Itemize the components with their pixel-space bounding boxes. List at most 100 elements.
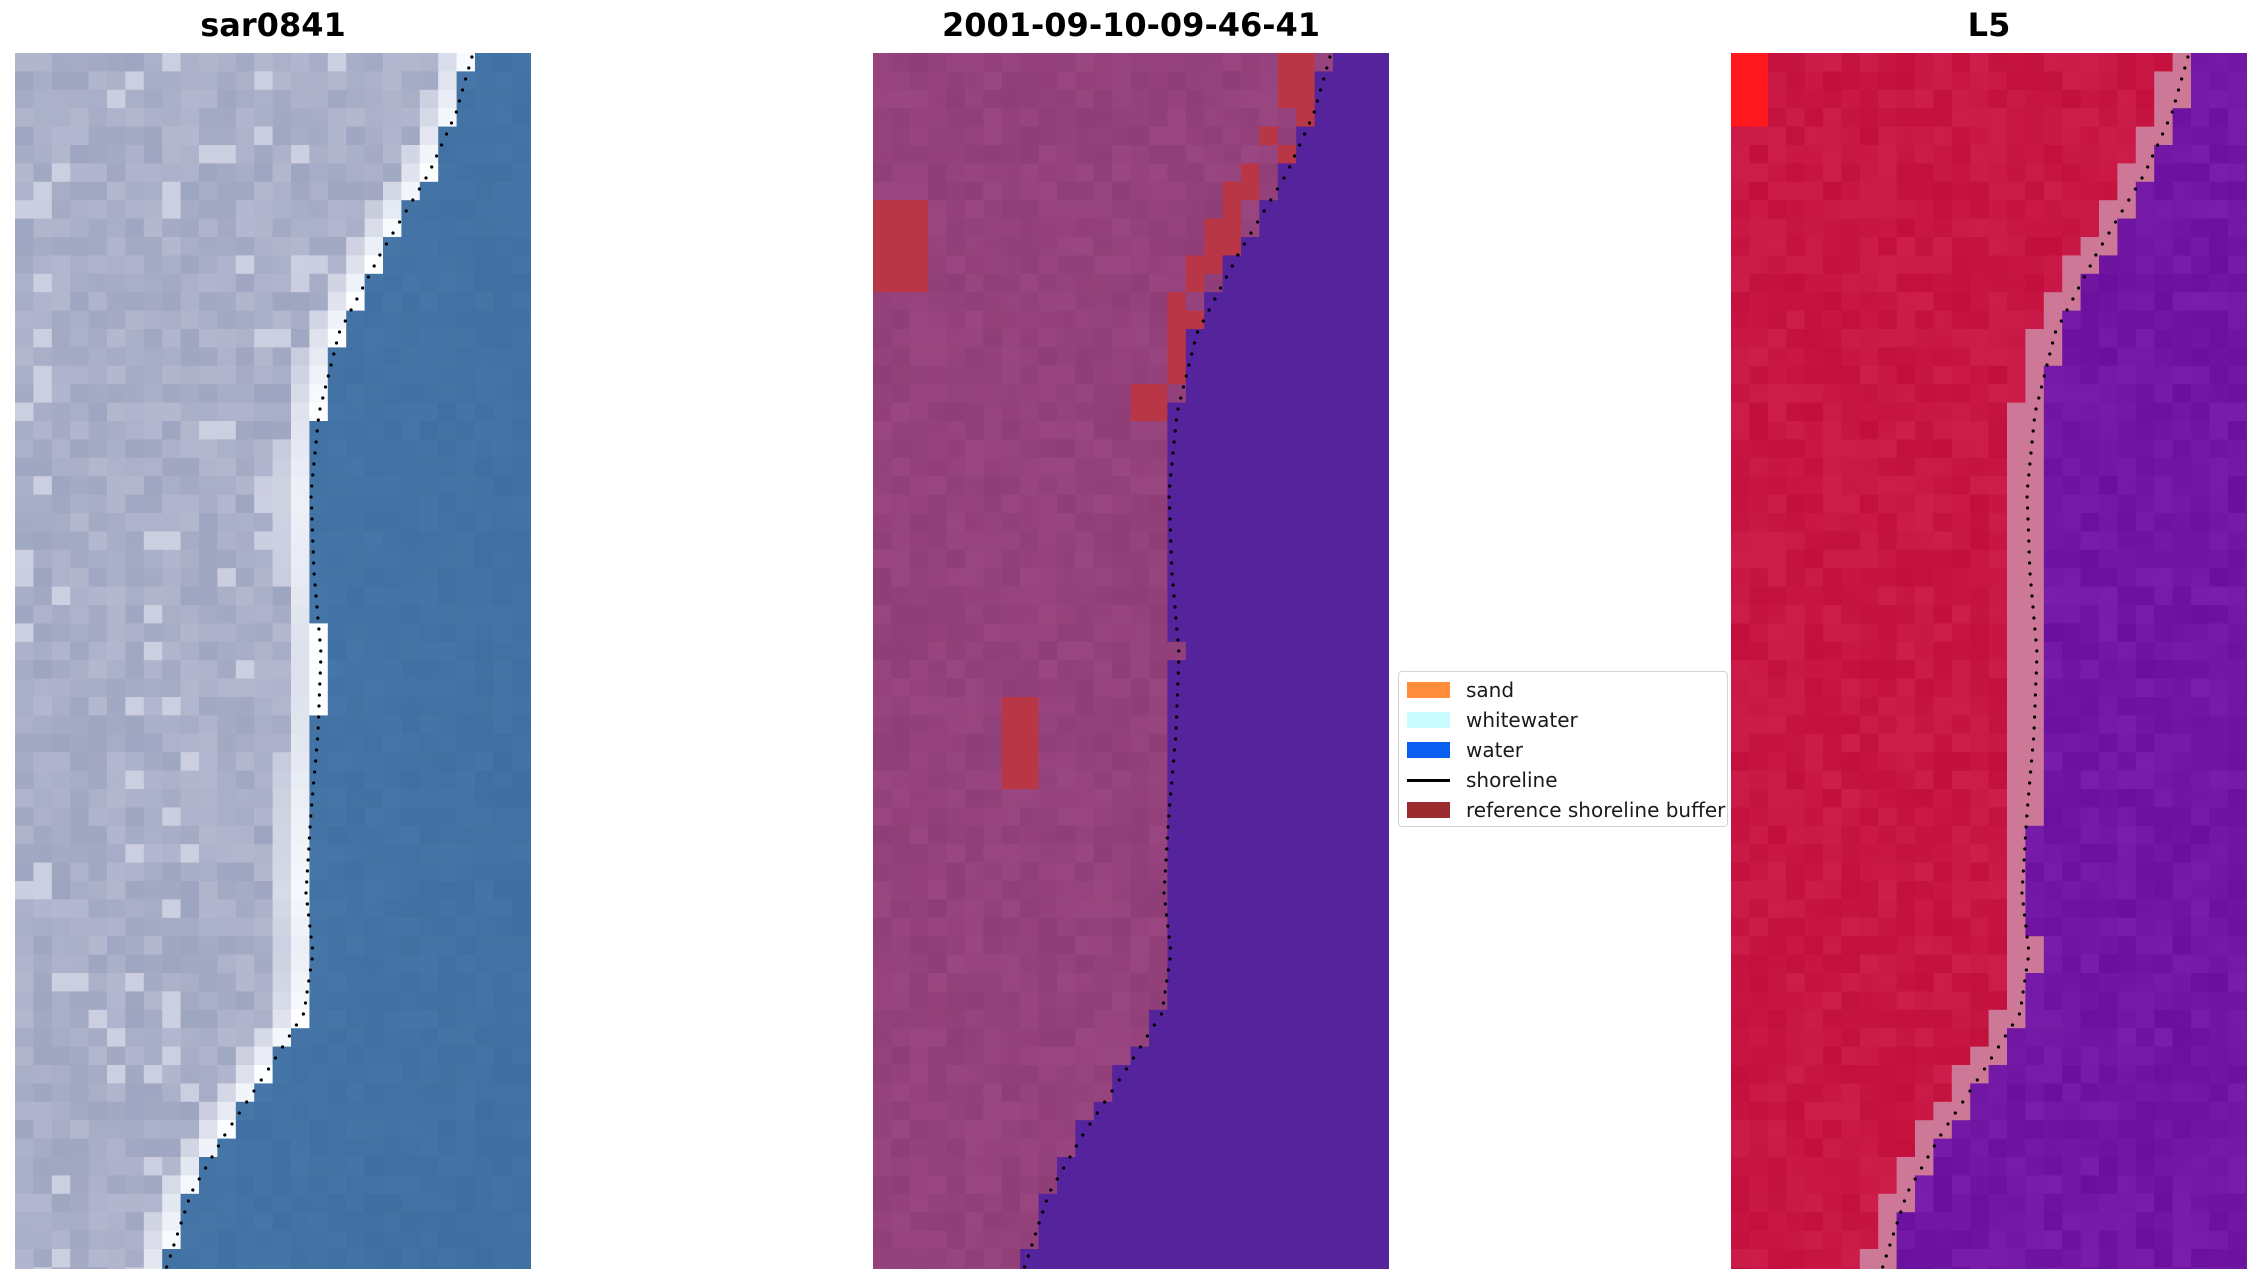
rgb-pixel [15, 641, 34, 661]
classified-pixel [1130, 770, 1150, 790]
index-pixel [2007, 292, 2026, 312]
rgb-pixel [143, 1083, 163, 1103]
rgb-pixel [235, 402, 255, 422]
rgb-pixel [180, 145, 200, 164]
index-pixel [2135, 163, 2155, 183]
classified-pixel [1204, 273, 1224, 293]
shoreline-point [312, 572, 316, 576]
index-pixel [1933, 476, 1953, 496]
classified-pixel [1388, 1212, 1389, 1232]
rgb-pixel [180, 697, 200, 716]
index-pixel [2062, 457, 2082, 477]
classified-pixel [1314, 457, 1334, 477]
rgb-pixel [33, 954, 53, 974]
shoreline-point [313, 770, 317, 774]
shoreline-point [204, 1166, 208, 1170]
classified-pixel [1241, 310, 1260, 330]
rgb-pixel [143, 623, 163, 643]
index-pixel [2227, 421, 2247, 440]
index-pixel [1804, 513, 1824, 532]
rgb-pixel [530, 1065, 531, 1084]
classified-pixel [1057, 384, 1076, 404]
classified-pixel [909, 568, 929, 588]
classified-pixel [1130, 163, 1150, 183]
classified-pixel [1001, 384, 1021, 404]
rgb-pixel [309, 899, 329, 919]
index-pixel [1749, 402, 1769, 422]
rgb-pixel [530, 605, 531, 624]
index-pixel [2099, 292, 2118, 312]
rgb-pixel [419, 697, 439, 716]
index-pixel [1970, 513, 1990, 532]
index-pixel [1841, 549, 1861, 569]
index-pixel [1933, 255, 1953, 275]
classified-pixel [928, 825, 948, 845]
rgb-pixel [309, 991, 329, 1011]
rgb-pixel [107, 660, 126, 680]
reference-buffer-swatch [1407, 802, 1450, 818]
classified-pixel [873, 733, 892, 753]
index-pixel [1988, 292, 2008, 312]
index-pixel [2209, 329, 2229, 348]
index-pixel [1823, 255, 1842, 275]
classified-pixel [873, 1175, 892, 1195]
rgb-pixel [291, 237, 310, 256]
rgb-pixel [33, 1249, 53, 1268]
index-pixel [2191, 126, 2210, 146]
rgb-pixel [475, 494, 494, 514]
classified-pixel [873, 568, 892, 588]
index-pixel [1841, 568, 1861, 588]
classified-pixel [1259, 384, 1279, 404]
rgb-pixel [15, 1101, 34, 1121]
rgb-pixel [309, 715, 329, 735]
index-pixel [1970, 108, 1990, 128]
classified-pixel [1277, 53, 1297, 72]
classified-pixel [1001, 862, 1021, 882]
rgb-pixel [51, 494, 71, 514]
index-pixel [1804, 531, 1824, 551]
classified-pixel [1112, 531, 1132, 551]
shoreline-point [1026, 1254, 1030, 1258]
rgb-pixel [291, 1083, 310, 1103]
rgb-pixel [51, 71, 71, 91]
legend-label: reference shoreline buffer [1466, 798, 1726, 822]
classified-pixel [1167, 568, 1187, 588]
index-pixel [1804, 568, 1824, 588]
index-pixel [1970, 71, 1990, 91]
shoreline-point [1041, 1210, 1045, 1214]
rgb-pixel [438, 421, 458, 440]
classified-pixel [909, 513, 929, 532]
rgb-pixel [438, 899, 458, 919]
index-pixel [2117, 421, 2137, 440]
classified-pixel [946, 752, 966, 772]
index-pixel [2025, 310, 2045, 330]
rgb-pixel [199, 457, 218, 477]
rgb-pixel [88, 181, 108, 201]
classified-pixel [1222, 1175, 1242, 1195]
rgb-pixel [88, 1267, 108, 1269]
index-pixel [2172, 421, 2192, 440]
classified-pixel [1204, 292, 1224, 312]
classified-pixel [891, 1009, 911, 1029]
classified-pixel [1093, 513, 1113, 532]
rgb-pixel [15, 310, 34, 330]
classified-pixel [1351, 476, 1371, 496]
classified-pixel [928, 494, 948, 514]
rgb-pixel [107, 715, 126, 735]
rgb-pixel [401, 641, 421, 661]
classified-pixel [1222, 329, 1242, 348]
rgb-pixel [530, 237, 531, 256]
rgb-pixel [254, 494, 274, 514]
index-pixel [2025, 200, 2045, 220]
classified-pixel [1333, 623, 1352, 643]
rgb-pixel [530, 623, 531, 643]
rgb-pixel [51, 1249, 71, 1268]
rgb-pixel [235, 494, 255, 514]
classified-pixel [1020, 789, 1040, 808]
rgb-pixel [511, 678, 531, 698]
rgb-pixel [346, 605, 366, 624]
classified-pixel [965, 844, 984, 864]
rgb-pixel [530, 899, 531, 919]
classified-pixel [1388, 181, 1389, 201]
index-pixel [2099, 71, 2118, 91]
